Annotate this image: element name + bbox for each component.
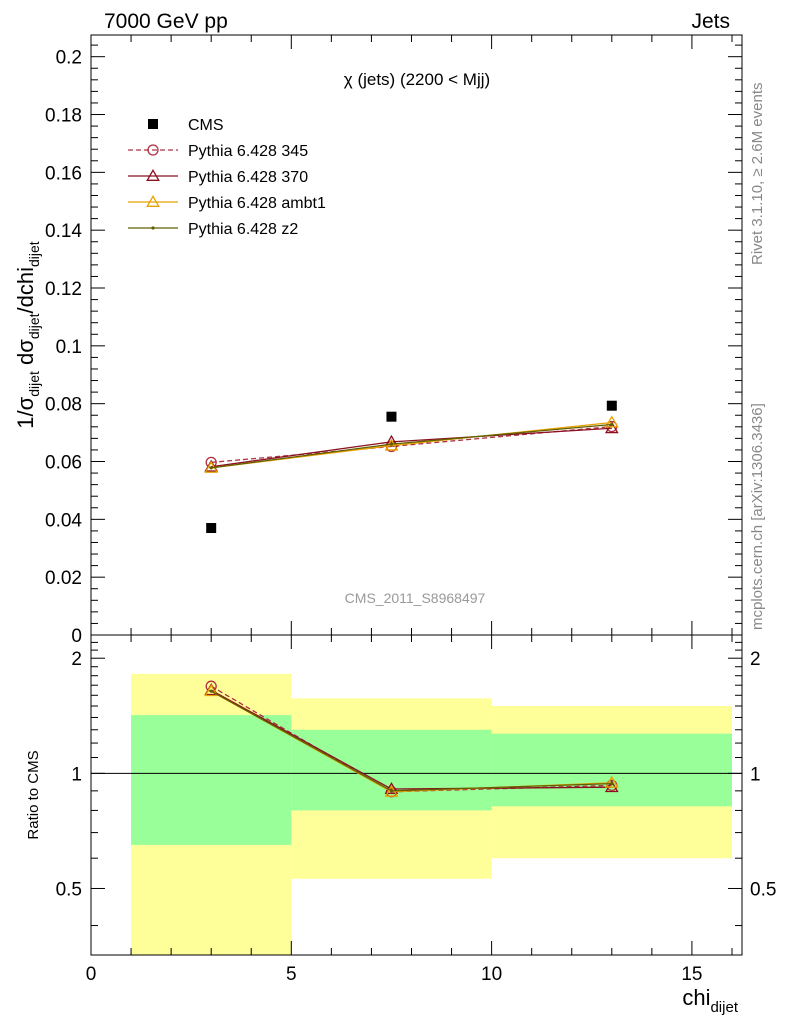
x-tick-label: 5 xyxy=(286,964,297,985)
series-0 xyxy=(206,400,617,534)
legend-marker xyxy=(147,144,159,156)
data-point xyxy=(610,422,614,427)
data-point xyxy=(209,466,213,470)
legend: CMS Pythia 6.428 345 Pythia 6.428 370 Pythi… xyxy=(128,117,326,238)
legend-label: CMS xyxy=(188,117,224,134)
legend-label: Pythia 6.428 z2 xyxy=(188,221,298,238)
legend-entry: Pythia 6.428 ambt1 xyxy=(128,194,326,212)
legend-marker xyxy=(146,168,160,181)
legend-entry: CMS xyxy=(148,117,224,134)
uncertainty-band-inner xyxy=(131,715,292,845)
series-4 xyxy=(209,422,614,470)
ylabel-f: dijet xyxy=(26,241,42,267)
ratio-plot-frame xyxy=(90,634,743,956)
ratio-series-3 xyxy=(209,689,614,793)
rivet-geq: ≥ xyxy=(749,168,766,176)
rivet-text: Rivet 3.1.10, ≥ 2.6M events xyxy=(749,82,766,265)
ratio-y-tick-label-right: 0.5 xyxy=(750,879,776,900)
uncertainty-band-inner xyxy=(491,733,732,807)
data-point xyxy=(206,523,217,534)
watermark: CMS_2011_S8968497 xyxy=(345,590,486,606)
data-point xyxy=(604,421,619,434)
legend-label: Pythia 6.428 ambt1 xyxy=(188,195,326,212)
ratio-data-point xyxy=(204,684,219,697)
main-y-axis-label: 1/σdijet dσdijet/dchidijet xyxy=(13,241,42,429)
ratio-data-point xyxy=(384,781,399,794)
legend-marker xyxy=(151,226,155,230)
ylabel-d: dijet xyxy=(26,313,42,339)
ratio-series-line xyxy=(210,689,612,790)
x-tick-label: 10 xyxy=(481,964,502,985)
main-y-tick-label: 0 xyxy=(71,626,82,647)
main-y-tick-label: 0.02 xyxy=(45,568,82,589)
ratio-panel: 0.5 0.5 1 1 2 2 0 5 10 15 Ratio to CMS chidijet xyxy=(25,634,776,1016)
ratio-y-tick-label-right: 1 xyxy=(750,764,761,785)
main-y-tick-label: 0.2 xyxy=(56,48,82,69)
legend-entry: Pythia 6.428 345 xyxy=(128,143,308,160)
mcplots-text: mcplots.cern.ch [arXiv:1306.3436] xyxy=(749,403,766,630)
ylabel-a: 1/σ xyxy=(13,396,38,428)
main-y-tick-label: 0.1 xyxy=(56,337,82,358)
x-tick-label: 0 xyxy=(86,964,97,985)
ylabel-b: dijet xyxy=(26,371,42,397)
main-y-tick-label: 0.06 xyxy=(45,453,82,474)
ylabel-e: /dchi xyxy=(13,267,38,313)
legend-entry: Pythia 6.428 370 xyxy=(128,168,308,186)
data-point xyxy=(606,400,617,411)
ratio-data-point xyxy=(604,775,619,788)
legend-marker xyxy=(148,119,158,129)
main-title: χ (jets) (2200 < Mjj) xyxy=(344,70,490,89)
data-point xyxy=(604,415,619,428)
ratio-y-tick-label-right: 2 xyxy=(750,649,761,670)
legend-marker xyxy=(146,194,160,207)
legend-entry: Pythia 6.428 z2 xyxy=(128,221,298,238)
ratio-y-tick-label: 2 xyxy=(71,649,82,670)
series-line xyxy=(211,423,612,469)
header-left-label: 7000 GeV pp xyxy=(104,10,228,33)
ratio-data-point xyxy=(610,782,614,786)
legend-label: Pythia 6.428 345 xyxy=(188,143,308,160)
rivet-prefix: Rivet 3.1.10, xyxy=(749,177,766,265)
xlabel-sub: dijet xyxy=(710,999,738,1016)
legend-label: Pythia 6.428 370 xyxy=(188,169,308,186)
main-y-tick-label: 0.16 xyxy=(45,163,82,184)
main-y-tick-label: 0.04 xyxy=(45,510,82,531)
main-y-tick-label: 0.08 xyxy=(45,395,82,416)
x-tick-label: 15 xyxy=(681,964,702,985)
series-line xyxy=(211,427,612,468)
rivet-suffix: 2.6M events xyxy=(749,82,766,168)
ratio-data-point xyxy=(209,689,213,693)
x-axis-label: chidijet xyxy=(682,985,738,1016)
ratio-y-tick-label: 0.5 xyxy=(56,879,82,900)
main-y-tick-label: 0.18 xyxy=(45,106,82,127)
header-right-label: Jets xyxy=(691,10,730,33)
ratio-y-tick-label: 1 xyxy=(71,764,82,785)
ylabel-c: dσ xyxy=(13,339,38,371)
ratio-data-point xyxy=(389,789,394,793)
data-point xyxy=(386,411,397,422)
uncertainty-band-inner xyxy=(291,729,492,811)
ratio-y-axis-label: Ratio to CMS xyxy=(25,750,42,839)
main-panel: χ (jets) (2200 < Mjj) CMS_2011_S8968497 … xyxy=(13,34,743,647)
main-y-tick-label: 0.12 xyxy=(45,279,82,300)
xlabel-main: chi xyxy=(682,985,710,1010)
main-y-tick-label: 0.14 xyxy=(45,221,82,242)
data-point xyxy=(389,442,394,446)
